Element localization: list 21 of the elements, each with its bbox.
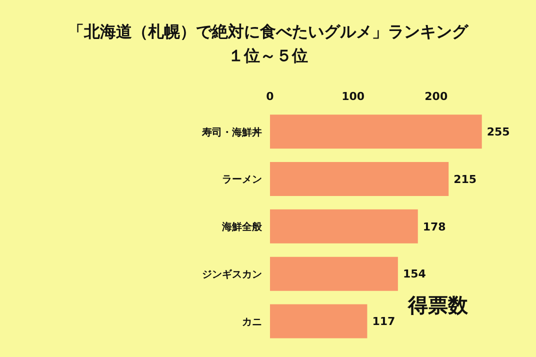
data-label: 117 xyxy=(372,315,396,328)
bar xyxy=(270,304,368,338)
y-tick-label: カニ xyxy=(242,316,262,328)
data-label: 255 xyxy=(486,126,510,139)
data-label: 154 xyxy=(402,268,426,281)
x-tick-label: 100 xyxy=(342,90,365,103)
chart-subtitle: １位～５位 xyxy=(227,46,309,67)
bar xyxy=(270,162,449,196)
x-axis-title: 得票数 xyxy=(408,292,468,319)
y-tick-label: ラーメン xyxy=(222,174,262,186)
bar xyxy=(270,114,482,149)
x-tick-label: 200 xyxy=(424,90,448,103)
y-tick-label: ジンギスカン xyxy=(202,268,262,280)
chart-title: 「北海道（札幌）で絶対に食べたいグルメ」ランキング xyxy=(67,22,470,43)
bar xyxy=(270,256,398,291)
y-tick-label: 寿司・海鮮丼 xyxy=(201,126,262,138)
data-label: 178 xyxy=(422,220,446,234)
data-label: 215 xyxy=(454,172,477,186)
x-tick-label: 0 xyxy=(266,90,274,103)
y-tick-label: 海鮮全般 xyxy=(221,221,263,234)
bar xyxy=(270,209,418,244)
